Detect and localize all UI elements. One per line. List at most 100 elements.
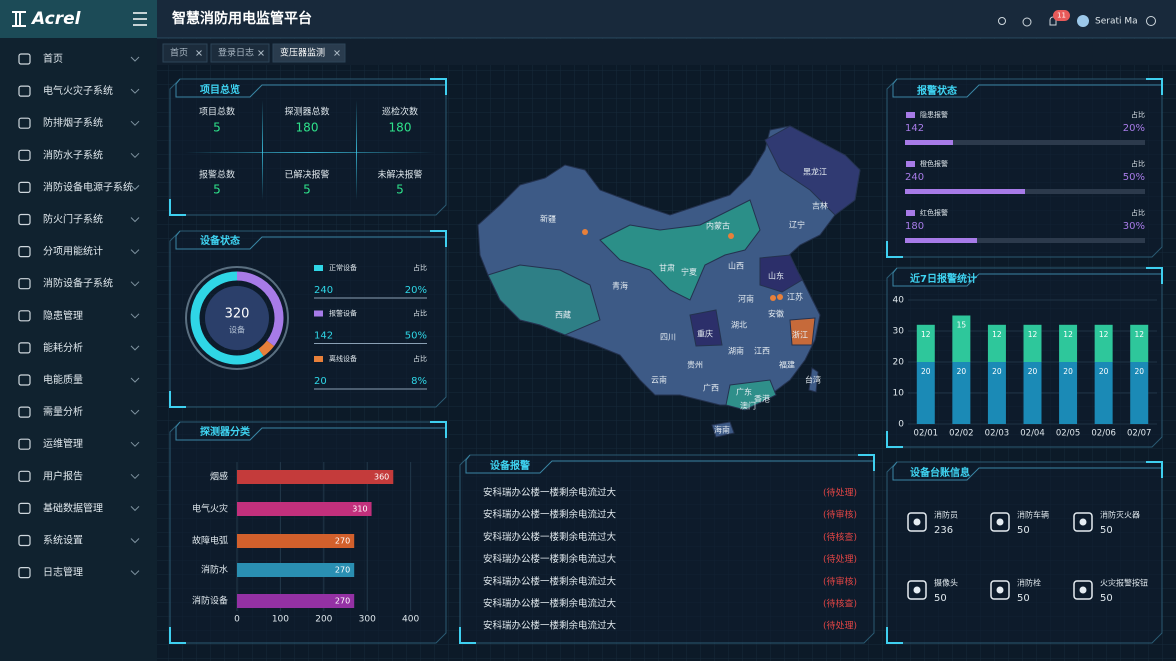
ledger-value: 50 <box>1100 593 1113 604</box>
progress-bar <box>905 140 953 145</box>
menu-icon <box>18 85 31 97</box>
bar-value-label: 270 <box>335 597 350 606</box>
bar <box>237 534 355 548</box>
legend-swatch <box>314 310 323 317</box>
language-icon[interactable] <box>1146 16 1156 26</box>
menu-label: 首页 <box>43 52 63 65</box>
legend-percent: 8% <box>411 376 427 387</box>
menu-chevron <box>130 538 140 544</box>
notification-count: 11 <box>1057 12 1066 20</box>
ledger-label: 消防车辆 <box>1017 510 1049 520</box>
y-tick-label: 40 <box>893 296 905 306</box>
map-label: 云南 <box>651 375 667 385</box>
bar-value-label: 310 <box>352 505 367 514</box>
panel-title-tab <box>175 78 446 98</box>
search-icon[interactable] <box>998 17 1006 25</box>
menu-label: 用户报告 <box>43 469 83 482</box>
map-label: 西藏 <box>555 310 571 320</box>
stat-value: 180 <box>389 121 412 135</box>
tab[interactable] <box>210 43 270 63</box>
progress-bar <box>905 189 1025 194</box>
progress-track <box>905 238 1145 243</box>
map-label: 内蒙古 <box>706 221 730 231</box>
bar-segment <box>987 362 1006 424</box>
panel-corner <box>886 241 903 258</box>
bar-segment <box>952 315 971 362</box>
map-label: 新疆 <box>540 214 556 224</box>
menu-chevron <box>130 409 140 415</box>
tab-close[interactable] <box>196 50 202 56</box>
bar-segment-label: 20 <box>992 367 1002 376</box>
ledger-value: 50 <box>934 593 947 604</box>
ledger-icon-dot <box>1079 518 1087 526</box>
ledger-icon <box>1073 512 1093 532</box>
user-avatar[interactable] <box>1077 15 1089 27</box>
y-tick-label: 30 <box>893 327 905 337</box>
menu-label: 能耗分析 <box>43 341 83 354</box>
alarm-text: 安科瑞办公楼一楼剩余电流过大 <box>483 553 617 565</box>
map-label: 浙江 <box>792 330 808 340</box>
map-label: 香港 <box>754 394 770 404</box>
bar-segment-label: 12 <box>1134 330 1144 339</box>
bar-segment-label: 15 <box>957 321 967 330</box>
legend-swatch <box>906 161 915 167</box>
bar <box>237 470 394 484</box>
tab-close[interactable] <box>258 50 264 56</box>
alarm-status: (待处理) <box>823 487 857 499</box>
panel-title-tab <box>892 78 1162 98</box>
panel-frame <box>169 421 447 644</box>
stat-value: 5 <box>303 183 311 197</box>
help-icon[interactable] <box>1022 17 1032 27</box>
bar-segment <box>916 362 935 424</box>
alarm-status: (待核查) <box>823 598 857 610</box>
map-label: 青海 <box>612 281 628 291</box>
panel-corner <box>169 199 186 216</box>
alarm-percent: 30% <box>1123 221 1145 232</box>
menu-icon <box>18 246 31 258</box>
bar-segment-label: 20 <box>1063 367 1073 376</box>
map-label: 湖北 <box>731 321 747 330</box>
alarm-text: 安科瑞办公楼一楼剩余电流过大 <box>483 598 617 610</box>
bar-segment-label: 12 <box>921 330 931 339</box>
menu-chevron <box>130 281 140 287</box>
panel-corner <box>886 431 903 448</box>
ledger-icon <box>1073 580 1093 600</box>
alarm-text: 安科瑞办公楼一楼剩余电流过大 <box>483 509 617 521</box>
menu-label: 日志管理 <box>43 566 83 579</box>
legend-value: 240 <box>314 285 333 296</box>
bar <box>237 502 372 516</box>
alarm-percent: 20% <box>1123 123 1145 134</box>
donut-center-value: 320 <box>225 307 250 322</box>
x-tick-label: 100 <box>272 615 289 625</box>
alarm-text: 安科瑞办公楼一楼剩余电流过大 <box>483 531 617 543</box>
panel-corner <box>1146 78 1163 95</box>
tab[interactable] <box>162 43 208 63</box>
panel-title-tab <box>175 421 446 441</box>
ledger-icon-dot <box>996 586 1004 594</box>
logo-mark <box>12 11 26 27</box>
y-tick-label: 电气火灾 <box>192 503 228 515</box>
bar-segment <box>1023 324 1042 362</box>
tab[interactable] <box>272 43 346 63</box>
panel-title: 报警状态 <box>917 84 957 97</box>
menu-chevron <box>130 506 140 512</box>
ledger-icon-dot <box>996 518 1004 526</box>
bar-segment <box>1094 324 1113 362</box>
bar-segment-label: 20 <box>921 367 931 376</box>
stat-value: 5 <box>213 183 221 197</box>
menu-chevron <box>130 56 140 62</box>
divider <box>356 100 357 200</box>
panel-corner <box>430 421 447 438</box>
y-tick-label: 烟感 <box>210 471 228 483</box>
x-tick-label: 400 <box>402 615 419 625</box>
ledger-icon-dot <box>913 518 921 526</box>
menu-icon <box>18 149 31 161</box>
tab-close[interactable] <box>334 50 340 56</box>
map-region <box>789 317 816 346</box>
bar-segment <box>1130 324 1149 362</box>
menu-icon <box>18 374 31 386</box>
x-tick-label: 02/03 <box>985 429 1010 439</box>
legend-swatch <box>906 112 915 118</box>
map-label: 辽宁 <box>789 220 805 230</box>
legend-swatch <box>314 265 323 271</box>
